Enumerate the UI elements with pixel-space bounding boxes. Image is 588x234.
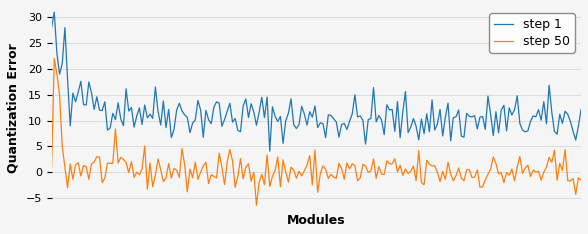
step 1 xyxy=(48,26,55,29)
Legend: step 1, step 50: step 1, step 50 xyxy=(489,13,575,53)
step 1 xyxy=(577,108,584,111)
step 50 xyxy=(51,57,58,60)
Line: step 1: step 1 xyxy=(52,12,581,151)
step 50 xyxy=(149,185,156,188)
step 1 xyxy=(51,11,58,14)
step 1 xyxy=(537,119,544,122)
step 1 xyxy=(266,150,273,153)
step 1 xyxy=(72,100,79,103)
step 1 xyxy=(149,117,156,120)
step 50 xyxy=(537,179,544,182)
step 1 xyxy=(556,113,563,116)
step 50 xyxy=(72,163,79,166)
step 50 xyxy=(577,179,584,182)
step 50 xyxy=(48,166,55,168)
step 50 xyxy=(83,165,90,168)
X-axis label: Modules: Modules xyxy=(287,214,346,227)
Y-axis label: Quantization Error: Quantization Error xyxy=(7,43,20,173)
Line: step 50: step 50 xyxy=(52,59,581,205)
step 1 xyxy=(83,104,90,106)
step 50 xyxy=(253,204,260,207)
step 1 xyxy=(192,118,199,121)
step 50 xyxy=(556,162,563,165)
step 50 xyxy=(192,161,199,164)
